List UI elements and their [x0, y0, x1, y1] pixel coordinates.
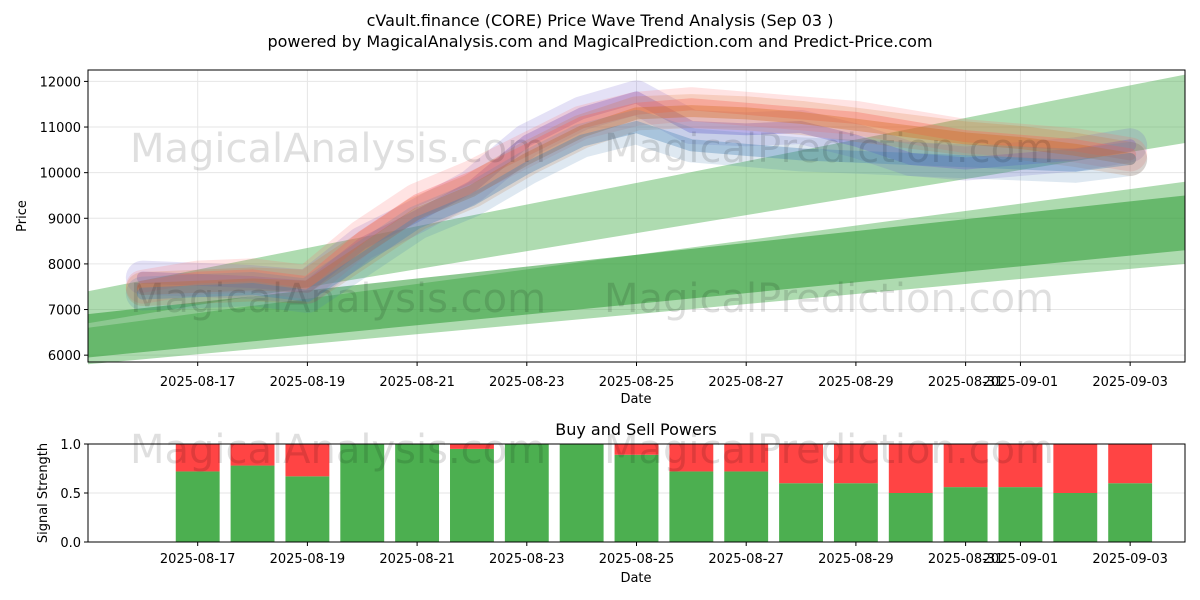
- power-xlabel: Date: [620, 571, 651, 586]
- watermark-right-3: MagicalPrediction.com: [604, 427, 1054, 473]
- price-xtick-label: 2025-08-21: [379, 375, 455, 390]
- sell-power-bar: [230, 444, 275, 466]
- buy-power-bar: [395, 444, 440, 542]
- power-ytick-label: 1.0: [60, 438, 81, 453]
- buy-power-bar: [669, 471, 714, 542]
- price-wave-band: [125, 110, 1148, 313]
- sell-power-bar: [285, 444, 330, 477]
- sell-power-bar: [724, 444, 769, 472]
- power-xtick-label: 2025-08-29: [818, 552, 894, 567]
- power-xtick-label: 2025-08-31: [928, 552, 1004, 567]
- power-xtick-label: 2025-08-19: [270, 552, 346, 567]
- buy-power-bar: [614, 454, 659, 542]
- buy-power-bar: [833, 483, 878, 542]
- watermark-group-bottom: MagicalAnalysis.com MagicalPrediction.co…: [130, 427, 1054, 473]
- power-xtick-label: 2025-08-27: [708, 552, 784, 567]
- chart-title: cVault.finance (CORE) Price Wave Trend A…: [367, 11, 834, 30]
- price-xtick-label: 2025-08-29: [818, 375, 894, 390]
- power-axes: 0.0 0.5 1.0 2025-08-17 2025-08-19 2025-08-21 2…: [60, 438, 1168, 567]
- price-wave-line: [136, 105, 1137, 295]
- buy-power-bar: [340, 444, 385, 542]
- power-ylabel: Signal Strength: [36, 443, 51, 543]
- price-ytick-label: 8000: [48, 258, 81, 273]
- watermark-group: MagicalAnalysis.com MagicalPrediction.co…: [130, 126, 1054, 322]
- price-xtick-label: 2025-08-19: [270, 375, 346, 390]
- price-wave-line: [136, 98, 1137, 293]
- sell-power-bar: [833, 444, 878, 484]
- price-wave-band: [125, 94, 1148, 306]
- buy-power-bar: [998, 487, 1043, 542]
- sell-power-bar: [779, 444, 823, 484]
- trend-band: [88, 195, 1185, 358]
- price-wave-band: [125, 87, 1148, 304]
- power-xtick-label: 2025-08-17: [160, 552, 236, 567]
- power-xtick-label: 2025-09-01: [983, 552, 1059, 567]
- price-xtick-label: 2025-09-03: [1092, 375, 1168, 390]
- power-bars: [175, 444, 1153, 542]
- buy-power-bar: [1053, 493, 1098, 542]
- price-xtick-label: 2025-08-23: [489, 375, 565, 390]
- watermark-left-1: MagicalAnalysis.com: [130, 126, 546, 172]
- power-ytick-label: 0.5: [60, 487, 81, 502]
- price-wave-line: [136, 121, 1137, 302]
- price-xtick-label: 2025-08-31: [928, 375, 1004, 390]
- price-axes: 6000 7000 8000 9000 10000 11000 12000 2025-08-1…: [40, 75, 1168, 390]
- power-xtick-label: 2025-09-03: [1092, 552, 1168, 567]
- price-xtick-label: 2025-08-17: [160, 375, 236, 390]
- buy-power-bar: [450, 448, 494, 542]
- power-ytick-label: 0.0: [60, 536, 81, 551]
- buy-power-bar: [285, 476, 330, 542]
- buy-power-bar: [1108, 483, 1153, 542]
- sell-power-bar: [450, 444, 494, 449]
- sell-power-bar: [175, 444, 220, 472]
- power-xtick-label: 2025-08-23: [489, 552, 565, 567]
- watermark-right-1: MagicalPrediction.com: [604, 126, 1054, 172]
- price-wave-band: [125, 80, 1148, 304]
- price-xlabel: Date: [620, 392, 651, 407]
- sell-power-bar: [998, 444, 1043, 488]
- buy-power-bar: [888, 493, 933, 542]
- price-waves: [125, 80, 1148, 313]
- price-ytick-label: 9000: [48, 212, 81, 227]
- price-grid: [88, 70, 1185, 362]
- chart-subtitle: powered by MagicalAnalysis.com and Magic…: [267, 32, 932, 51]
- buy-power-bar: [230, 465, 275, 542]
- buy-power-bar: [175, 471, 220, 542]
- buy-power-bar: [724, 471, 769, 542]
- price-ytick-label: 6000: [48, 349, 81, 364]
- power-xtick-label: 2025-08-21: [379, 552, 455, 567]
- price-ylabel: Price: [15, 200, 30, 232]
- sell-power-bar: [1053, 444, 1098, 493]
- sell-power-bar: [888, 444, 933, 493]
- buy-power-bar: [504, 444, 549, 542]
- buy-power-bar: [559, 444, 604, 542]
- price-ytick-label: 11000: [40, 121, 81, 136]
- price-xtick-label: 2025-08-27: [708, 375, 784, 390]
- sell-power-bar: [614, 444, 659, 455]
- price-wave-line: [136, 91, 1137, 293]
- trend-band: [88, 74, 1185, 324]
- sell-power-bar: [943, 444, 988, 488]
- sell-power-bar: [669, 444, 714, 472]
- price-ytick-label: 12000: [40, 75, 81, 90]
- sell-power-bar: [1108, 444, 1153, 484]
- watermark-left-2: MagicalAnalysis.com: [130, 276, 546, 322]
- watermark-left-3: MagicalAnalysis.com: [130, 427, 546, 473]
- power-xtick-label: 2025-08-25: [599, 552, 675, 567]
- price-ytick-label: 7000: [48, 304, 81, 319]
- price-ytick-label: 10000: [40, 167, 81, 182]
- power-title: Buy and Sell Powers: [555, 420, 717, 439]
- trend-bands: [88, 74, 1185, 365]
- watermark-right-2: MagicalPrediction.com: [604, 276, 1054, 322]
- buy-power-bar: [943, 487, 988, 542]
- buy-power-bar: [779, 483, 823, 542]
- price-xtick-label: 2025-09-01: [983, 375, 1059, 390]
- price-xtick-label: 2025-08-25: [599, 375, 675, 390]
